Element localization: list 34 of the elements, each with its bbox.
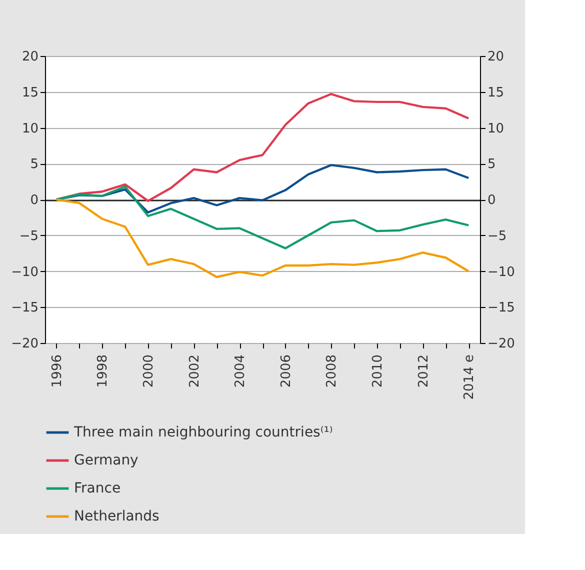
x-tick-label: 2006 [278,354,294,388]
x-tick-label: 2008 [324,354,340,388]
y-tick-label: 5 [30,157,38,172]
y-tick-label: 0 [30,193,38,208]
x-tick-label: 2012 [416,354,432,388]
y2-tick-label: −5 [488,228,507,244]
y-tick-label: 10 [22,121,38,136]
x-tick-label: 2010 [370,354,386,388]
x-tick-label: 2004 [233,354,248,388]
y-tick-label: 20 [22,50,38,64]
legend-label: Three main neighbouring countries⁽¹⁾ [73,424,333,440]
y-tick-label: −15 [11,300,38,316]
y-tick-label: 15 [22,85,38,100]
y2-tick-label: 20 [488,50,504,64]
line-series [55,185,470,250]
y2-tick-label: 0 [488,193,496,208]
x-tick-label: 2000 [142,354,157,388]
legend-label: Netherlands [74,508,160,524]
line-series [55,198,470,278]
y2-tick-label: −20 [488,336,515,352]
x-tick-label: 1996 [50,354,65,388]
y2-tick-label: −10 [488,264,515,280]
y2-tick-label: 15 [488,85,504,100]
y-tick-label: −5 [19,228,38,244]
legend-label: Germany [74,452,138,468]
x-tick-label: 1998 [96,354,111,388]
y-tick-label: −20 [11,336,38,352]
y-tick-label: −10 [11,264,38,280]
x-tick-label: 2014 e [462,354,478,400]
y2-tick-label: −15 [488,300,515,316]
y2-tick-label: 10 [488,121,504,136]
legend-label: France [74,480,121,496]
x-tick-label: 2002 [187,354,202,388]
y2-tick-label: 5 [488,157,496,172]
